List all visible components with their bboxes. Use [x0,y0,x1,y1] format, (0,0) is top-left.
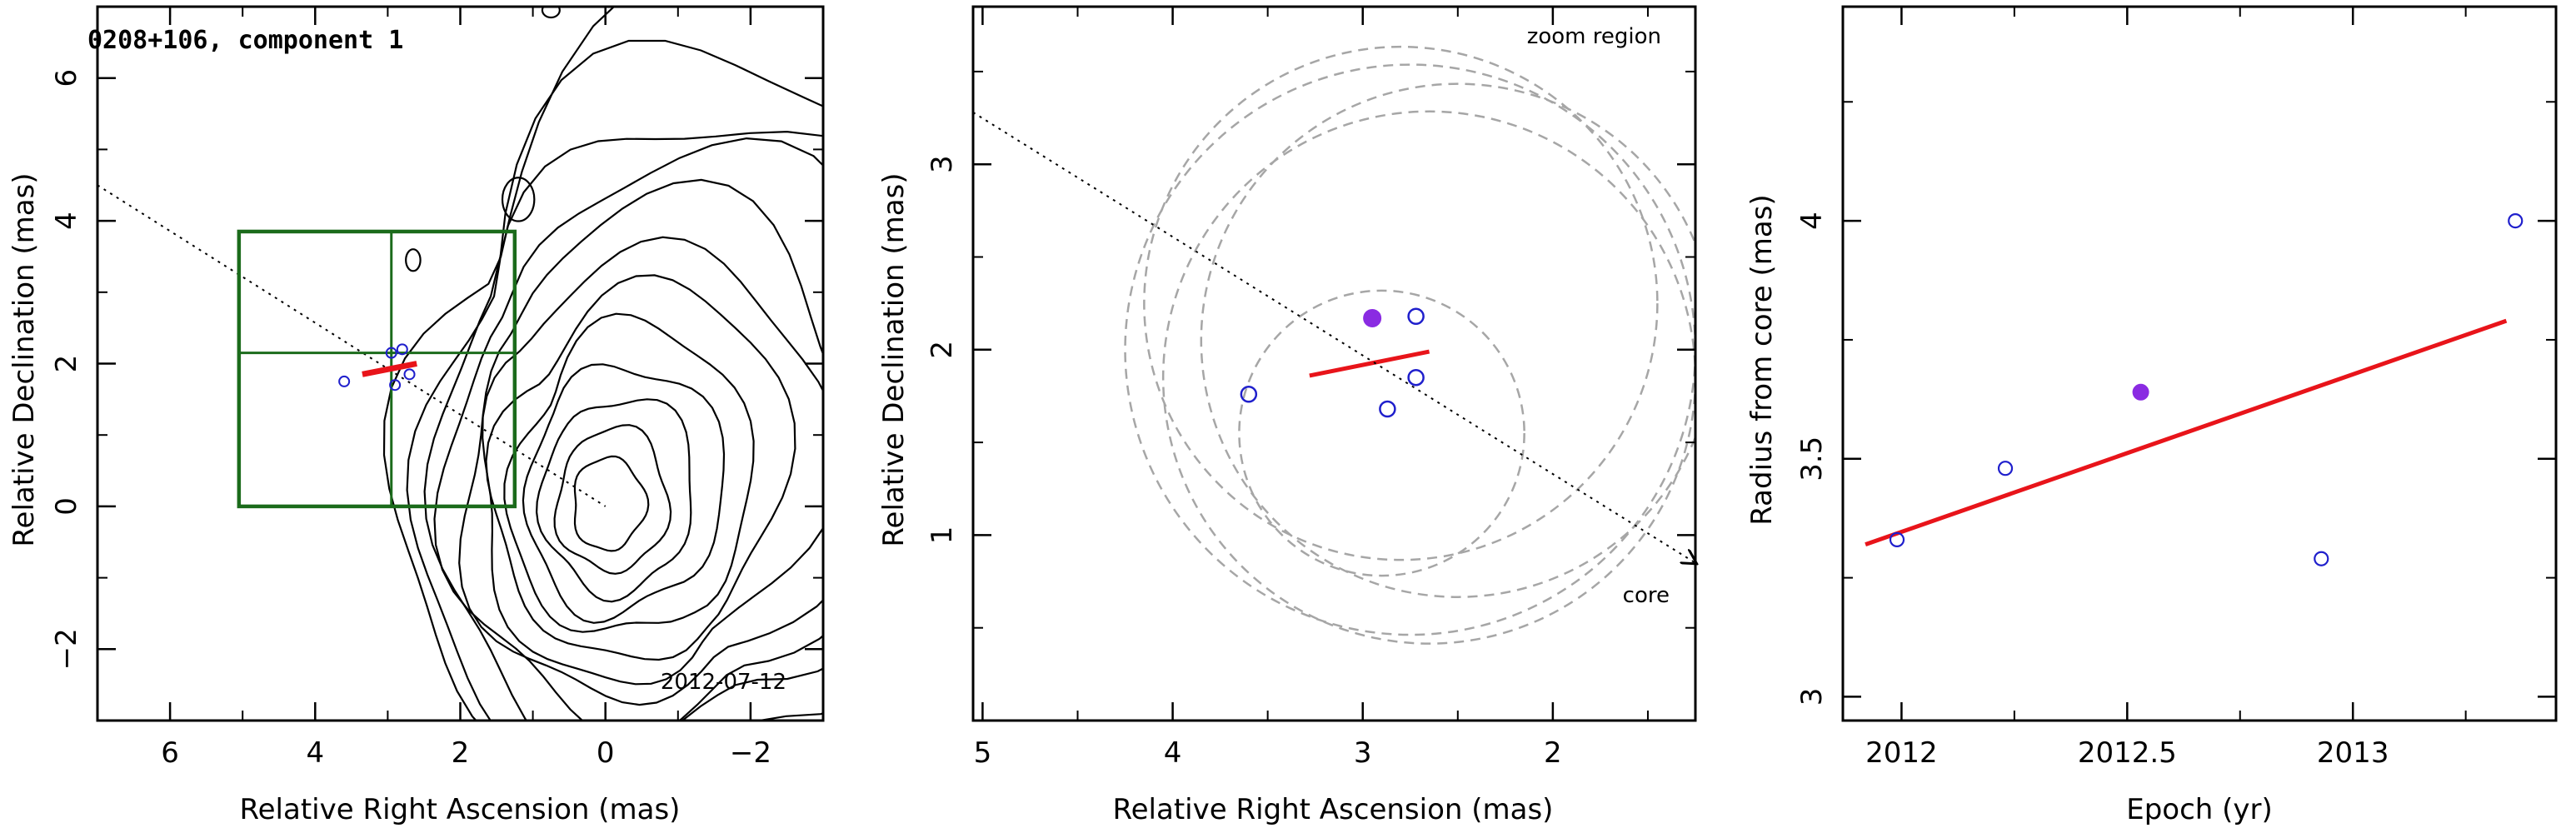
panel3-x-tick-label: 2012.5 [2078,736,2177,770]
panel1-x-tick-label: −2 [730,736,771,770]
data-point [389,379,402,392]
error-circle [1162,110,1695,645]
panel3-x-tick-label: 2013 [2317,736,2389,770]
panel-zoom-region: zoom region core Relative Right Ascensio… [877,5,1715,826]
panel1-date: 2012-07-12 [661,670,786,695]
panel1-y-axis-label: Relative Declination (mas) [7,172,41,546]
panel1-y-tick-label: 6 [50,69,83,87]
contour-line [573,455,650,552]
panel1-y-tick-label: 2 [50,355,83,373]
panel3-y-tick-label: 4 [1795,212,1829,230]
panel1-x-tick-label: 6 [161,736,179,770]
data-point [1379,400,1396,418]
panel1-title: 0208+106, component 1 [87,26,403,55]
data-point [1407,307,1425,325]
contour-line [503,312,755,633]
panel-radius-vs-epoch: Epoch (yr) Radius from core (mas) 2012 20… [1745,5,2558,826]
panel3-y-tick-label: 3.5 [1795,436,1829,481]
panel3-y-tick-label: 3 [1795,688,1829,706]
panel2-y-axis-label: Relative Declination (mas) [877,172,911,546]
panel3-y-axis-label: Radius from core (mas) [1745,194,1779,525]
panel2-core-label: core [1623,583,1670,608]
error-circle [1200,82,1695,598]
data-point [1889,531,1905,547]
panel2-y-tick-label: 2 [926,341,959,359]
panel1-x-axis-label: Relative Right Ascension (mas) [240,793,681,826]
fit-segment [362,361,417,377]
data-point [385,347,397,359]
error-circle [1238,289,1525,577]
panel2-y-tick-label: 1 [926,526,959,545]
panel1-x-tick-label: 0 [597,736,615,770]
panel3-x-tick-label: 2012 [1865,736,1938,770]
contour-line [482,236,823,686]
contour-line [553,424,672,575]
panel2-x-axis-label: Relative Right Ascension (mas) [1113,793,1554,826]
contour-line [458,178,823,706]
contour-island [501,177,536,222]
panel3-frame [1841,5,2558,722]
contour-line [485,274,796,661]
panel1-y-tick-label: 0 [50,497,83,516]
panel1-plot-area [97,7,823,721]
panel1-y-tick-label: 4 [50,212,83,230]
data-point [338,375,351,387]
jet-direction-arrow [972,112,1695,563]
error-circle [1143,45,1659,561]
data-point [396,343,408,356]
panel1-y-tick-label: −2 [50,628,83,670]
panel1-frame [96,5,825,722]
panel2-x-tick-label: 4 [1164,736,1182,770]
fit-line [1865,318,2508,546]
data-point [2314,551,2329,566]
panel2-x-tick-label: 3 [1354,736,1372,770]
contour-line [382,7,823,721]
panel1-x-tick-label: 4 [306,736,324,770]
fit-segment [1309,349,1430,378]
panel1-x-tick-label: 2 [452,736,470,770]
contour-line [522,363,726,624]
panel2-frame [971,5,1697,722]
jet-direction-line [97,184,607,507]
panel3-x-axis-label: Epoch (yr) [2126,793,2273,826]
contour-island [405,248,422,272]
contour-line [433,137,823,721]
contour-line [423,130,823,721]
data-point [1240,385,1258,403]
panel2-x-tick-label: 2 [1544,736,1562,770]
panel2-plot-area [1124,45,1695,645]
panel2-x-tick-label: 5 [974,736,992,770]
data-point [2508,213,2524,229]
data-point [1997,461,2014,476]
panel2-zoom-label: zoom region [1527,24,1661,49]
zoom-region-box [237,229,517,509]
data-point [1407,368,1425,387]
error-circle [1124,63,1695,636]
highlight-point [1363,308,1382,327]
contour-island [541,7,561,19]
contour-line [535,398,692,603]
data-point [403,368,416,381]
highlight-point [2132,383,2149,401]
panel-contour-map: 0208+106, component 1 2012-07-12 Relativ… [7,5,825,826]
panel2-y-tick-label: 3 [926,155,959,173]
